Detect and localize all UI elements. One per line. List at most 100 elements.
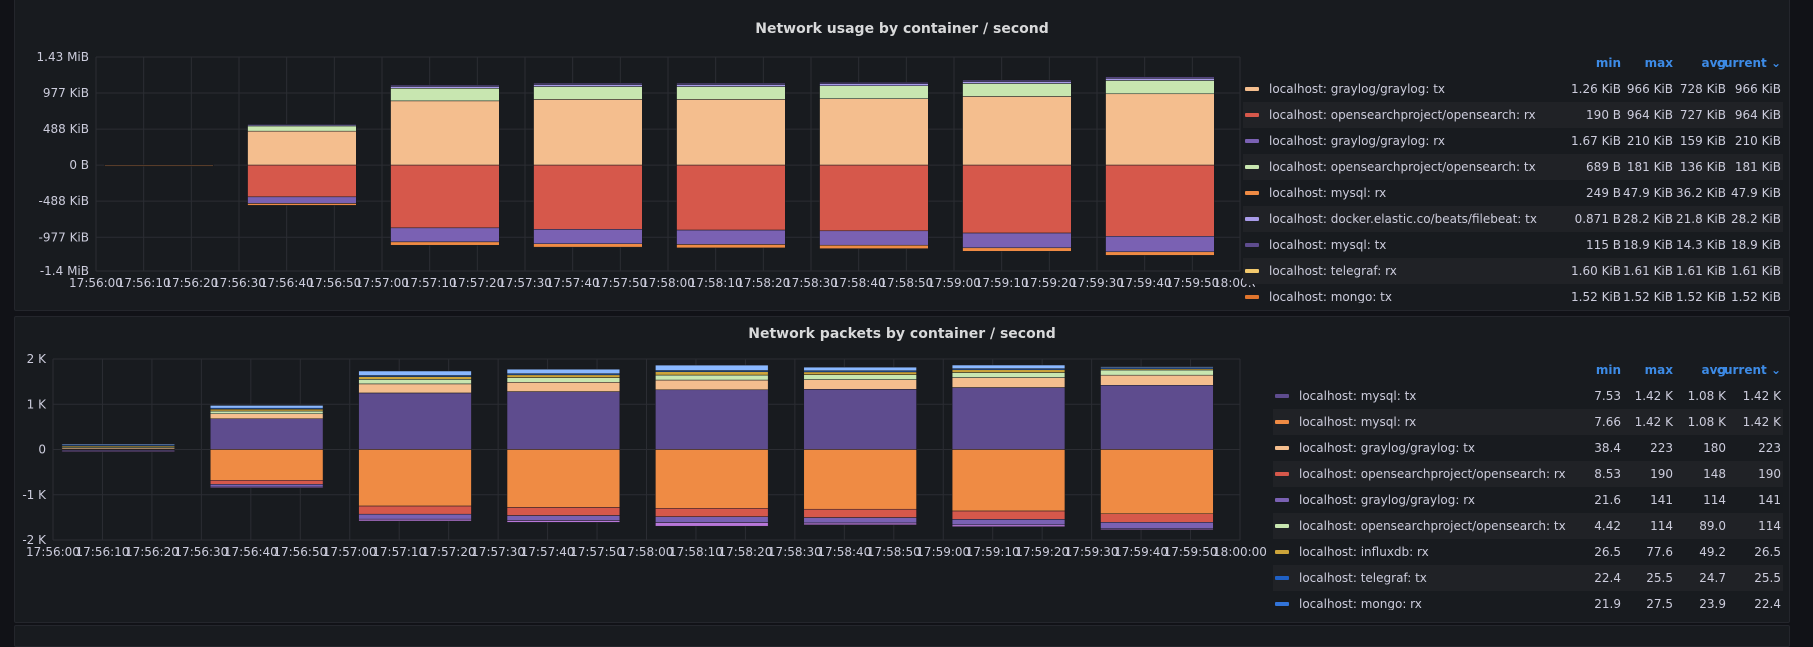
bar-segment[interactable] [803,389,917,450]
bar-segment[interactable] [655,508,769,517]
legend-series-name[interactable]: localhost: mongo: tx [1269,290,1392,303]
series-color-swatch[interactable] [1245,139,1259,143]
bar-segment[interactable] [506,382,621,392]
series-color-swatch[interactable] [1275,550,1289,554]
bar-segment[interactable] [1105,76,1215,79]
legend-row[interactable]: localhost: mysql: rx 249 B 47.9 KiB 36.2 Ki… [1243,180,1783,206]
bar-segment[interactable] [819,83,929,86]
bar-segment[interactable] [962,81,1072,84]
legend-series-name[interactable]: localhost: telegraf: rx [1269,264,1397,278]
bar-segment[interactable] [676,164,786,231]
legend-row[interactable]: localhost: influxdb: rx 26.5 77.6 49.2 26.5 [1273,539,1783,565]
legend-header-min[interactable]: min [1595,363,1621,377]
bar-segment[interactable] [533,243,643,248]
bar-segment[interactable] [247,203,357,206]
bar-segment[interactable] [533,84,643,87]
bar-segment[interactable] [819,85,929,99]
bar-segment[interactable] [655,374,769,381]
bar-segment[interactable] [962,232,1072,249]
bar-segment[interactable] [210,405,324,409]
legend-row[interactable]: localhost: graylog/graylog: tx 1.26 KiB 96… [1243,76,1783,102]
bar-segment[interactable] [1105,78,1215,81]
bar-segment[interactable] [655,449,769,509]
bar-segment[interactable] [951,524,1066,527]
legend-row[interactable]: localhost: mysql: tx 7.53 1.42 K 1.08 K 1.42… [1273,383,1783,409]
legend-row[interactable]: localhost: mongo: tx 1.52 KiB 1.52 KiB 1.52… [1243,284,1783,303]
series-color-swatch[interactable] [1245,113,1259,117]
bar-segment[interactable] [1100,513,1214,523]
bar-segment[interactable] [358,518,472,522]
legend-row[interactable]: localhost: mysql: tx 115 B 18.9 KiB 14.3 Ki… [1243,232,1783,258]
bar-segment[interactable] [358,513,472,520]
bar-segment[interactable] [803,366,917,372]
bar-segment[interactable] [390,84,500,87]
bar-segment[interactable] [962,83,1072,97]
bar-segment[interactable] [655,379,769,391]
bar-segment[interactable] [506,391,621,450]
bar-segment[interactable] [390,100,500,166]
legend-row[interactable]: localhost: telegraf: tx 22.4 25.5 24.7 25.5 [1273,565,1783,591]
series-color-swatch[interactable] [1245,295,1259,299]
series-color-swatch[interactable] [1275,420,1289,424]
bar-segment[interactable] [676,244,786,249]
bar-segment[interactable] [1105,80,1215,95]
legend-series-name[interactable]: localhost: graylog/graylog: rx [1269,134,1445,148]
bar-segment[interactable] [210,410,324,415]
bar-segment[interactable] [390,88,500,102]
series-color-swatch[interactable] [1275,602,1289,606]
bar-segment[interactable] [803,371,917,375]
bar-segment[interactable] [1105,164,1215,237]
legend-series-name[interactable]: localhost: mysql: tx [1299,389,1417,403]
legend-series-name[interactable]: localhost: mysql: tx [1269,238,1387,252]
legend-series-name[interactable]: localhost: graylog/graylog: tx [1299,441,1476,455]
bar-segment[interactable] [803,508,917,518]
legend-series-name[interactable]: localhost: mysql: rx [1269,186,1387,200]
bar-segment[interactable] [506,507,621,516]
bar-segment[interactable] [390,86,500,89]
bar-segment[interactable] [390,227,500,243]
legend-series-name[interactable]: localhost: graylog/graylog: rx [1299,493,1475,507]
bar-segment[interactable] [390,164,500,229]
legend-row[interactable]: localhost: mongo: rx 21.9 27.5 23.9 22.4 [1273,591,1783,610]
legend-series-name[interactable]: localhost: telegraf: tx [1299,571,1427,585]
legend-header-current[interactable]: current ⌄ [1717,363,1781,377]
bar-segment[interactable] [951,377,1066,388]
legend-header-max[interactable]: max [1644,363,1673,377]
legend-header-min[interactable]: min [1595,56,1621,70]
bar-segment[interactable] [506,520,621,523]
bar-segment[interactable] [676,229,786,245]
bar-segment[interactable] [951,364,1066,369]
bar-segment[interactable] [247,125,357,132]
bar-segment[interactable] [1100,522,1214,529]
series-color-swatch[interactable] [1275,498,1289,502]
legend-series-name[interactable]: localhost: opensearchproject/opensearch:… [1269,160,1536,174]
legend-row[interactable]: localhost: opensearchproject/opensearch:… [1243,102,1783,128]
bar-segment[interactable] [1100,366,1214,368]
bar-segment[interactable] [210,449,324,481]
bar-segment[interactable] [962,96,1072,166]
series-color-swatch[interactable] [1245,87,1259,91]
bar-segment[interactable] [506,368,621,374]
series-color-swatch[interactable] [1275,394,1289,398]
bar-segment[interactable] [962,79,1072,82]
bar-segment[interactable] [358,383,472,394]
legend-row[interactable]: localhost: mysql: rx 7.66 1.42 K 1.08 K 1.42… [1273,409,1783,435]
bar-segment[interactable] [655,516,769,523]
bar-segment[interactable] [247,123,357,126]
series-color-swatch[interactable] [1275,446,1289,450]
series-color-swatch[interactable] [1245,269,1259,273]
legend-row[interactable]: localhost: telegraf: rx 1.60 KiB 1.61 KiB 1… [1243,258,1783,284]
series-color-swatch[interactable] [1275,472,1289,476]
bar-segment[interactable] [358,379,472,385]
bar-segment[interactable] [533,164,643,230]
series-color-swatch[interactable] [1245,243,1259,247]
bar-segment[interactable] [533,99,643,166]
bar-segment[interactable] [655,522,769,527]
legend-series-name[interactable]: localhost: graylog/graylog: tx [1269,82,1446,96]
bar-segment[interactable] [358,505,472,515]
bar-segment[interactable] [1100,528,1214,530]
series-color-swatch[interactable] [1275,576,1289,580]
legend-row[interactable]: localhost: opensearchproject/opensearch:… [1243,154,1783,180]
bar-segment[interactable] [210,413,324,419]
bar-segment[interactable] [655,389,769,450]
